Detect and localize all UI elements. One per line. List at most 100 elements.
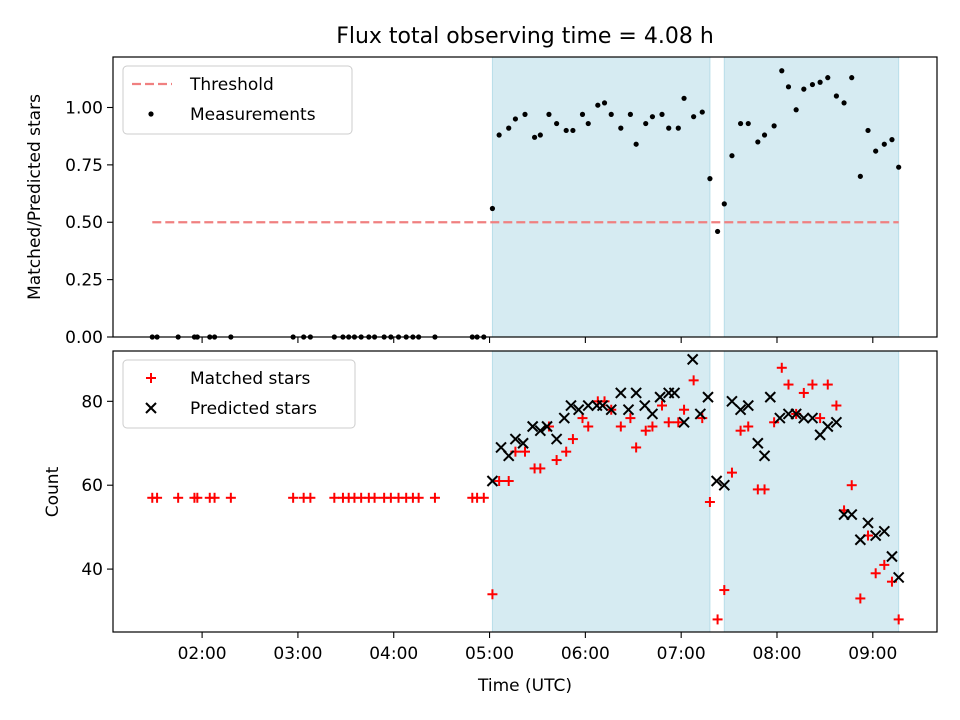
predicted-star-point [678, 416, 690, 429]
predicted-star-stroke [668, 387, 681, 399]
matched-star-point [831, 400, 842, 411]
measurement-point [666, 125, 672, 131]
y-tick-label: 60 [81, 476, 103, 496]
legend-label: Measurements [190, 105, 316, 125]
predicted-star-point [854, 534, 867, 546]
legend-box [122, 65, 353, 135]
predicted-star-point [862, 517, 874, 529]
matched-star-point [822, 379, 833, 390]
x-tick-label: 06:00 [561, 644, 610, 664]
matched-star-point [478, 492, 489, 503]
matched-star-point [625, 413, 636, 424]
predicted-star-stroke [639, 399, 651, 412]
predicted-star-stroke [886, 550, 898, 563]
axes-frame [112, 350, 938, 633]
predicted-star-stroke [694, 408, 707, 420]
x-tick-label: 09:00 [848, 644, 897, 664]
measurement-point [873, 148, 879, 154]
predicted-star-point [582, 399, 594, 412]
predicted-star-stroke [509, 433, 522, 445]
legend-predicted-swatch [145, 402, 157, 414]
predicted-star-point [718, 479, 731, 491]
predicted-star-point [822, 420, 834, 433]
matched-star-point [759, 484, 770, 495]
count-y-axis-label: Count [43, 466, 63, 517]
predicted-star-stroke [646, 408, 659, 420]
predicted-star-point [764, 391, 776, 403]
measurement-point [825, 75, 831, 81]
measurement-point [785, 84, 792, 90]
predicted-star-point [668, 387, 681, 399]
matched-star-point [647, 421, 658, 432]
measurement-point [761, 132, 768, 138]
legend-label: Threshold [189, 75, 274, 95]
measurement-point [889, 137, 895, 143]
measurement-point [849, 75, 855, 81]
predicted-star-stroke [806, 412, 819, 424]
matched-star-point [712, 614, 723, 625]
predicted-star-point [702, 391, 714, 403]
matched-star-point [688, 375, 699, 386]
x-axis-label: Time (UTC) [477, 676, 572, 696]
predicted-star-stroke [790, 408, 802, 420]
predicted-star-stroke [541, 420, 553, 433]
measurement-point [707, 176, 713, 182]
predicted-star-stroke [550, 433, 563, 445]
predicted-star-stroke [726, 395, 738, 408]
matched-star-point [329, 492, 340, 503]
y-tick-label: 80 [81, 392, 103, 412]
predicted-star-point [596, 399, 609, 412]
measurement-point [643, 120, 649, 127]
legend-label: Matched stars [190, 369, 310, 389]
x-tick-label: 02:00 [178, 644, 227, 664]
predicted-star-point [806, 412, 819, 424]
measurement-point [675, 125, 681, 131]
ratio-panel: 0.00 0.25 0.50 0.75 1.00 Threshold Measurement… [65, 56, 938, 348]
predicted-star-point [541, 420, 553, 433]
predicted-star-point [503, 450, 515, 462]
predicted-star-point [572, 404, 585, 416]
matched-star-point [503, 476, 514, 487]
predicted-star-stroke [686, 353, 699, 366]
matched-star-point [369, 492, 380, 503]
count-panel: 40 60 80 02:00 03:00 04:00 05:00 06:00 07:00 08:0… [81, 350, 938, 664]
predicted-star-stroke [846, 508, 858, 521]
predicted-star-stroke [774, 412, 786, 424]
matched-star-point [769, 417, 780, 428]
measurement-point [681, 95, 687, 101]
matched-star-point [657, 400, 668, 411]
matched-star-point [798, 387, 809, 398]
predicted-star-stroke [572, 404, 585, 416]
y-tick-label: 0.75 [65, 156, 103, 176]
matched-star-point [487, 589, 498, 600]
predicted-star-point [605, 404, 617, 416]
matched-star-point [640, 425, 651, 436]
observing-span [723, 350, 900, 633]
predicted-star-stroke [752, 437, 764, 449]
predicted-star-stroke [495, 441, 507, 454]
matched-star-point [583, 421, 594, 432]
x-tick-label: 07:00 [657, 644, 706, 664]
matched-star-point [152, 492, 163, 503]
legend-label: Predicted stars [190, 399, 317, 419]
y-tick-label: 0.50 [65, 213, 103, 233]
measurement-point [585, 120, 591, 127]
measurement-point [512, 116, 519, 122]
matched-star-point [413, 492, 424, 503]
matched-star-point [719, 585, 730, 596]
predicted-star-stroke [710, 475, 723, 487]
measurement-point [649, 114, 656, 120]
matched-star-point [225, 492, 236, 503]
observing-span [723, 56, 900, 338]
matched-star-point [893, 614, 904, 625]
matched-star-point [663, 417, 674, 428]
predicted-star-stroke [534, 424, 547, 437]
predicted-star-stroke [596, 399, 609, 412]
matched-star-point [615, 421, 626, 432]
predicted-star-point [742, 399, 754, 412]
predicted-star-point [752, 437, 764, 449]
matched-star-point [704, 496, 715, 507]
predicted-star-point [726, 395, 738, 408]
y-tick-label: 0.25 [65, 271, 103, 291]
legend-box [122, 359, 356, 429]
